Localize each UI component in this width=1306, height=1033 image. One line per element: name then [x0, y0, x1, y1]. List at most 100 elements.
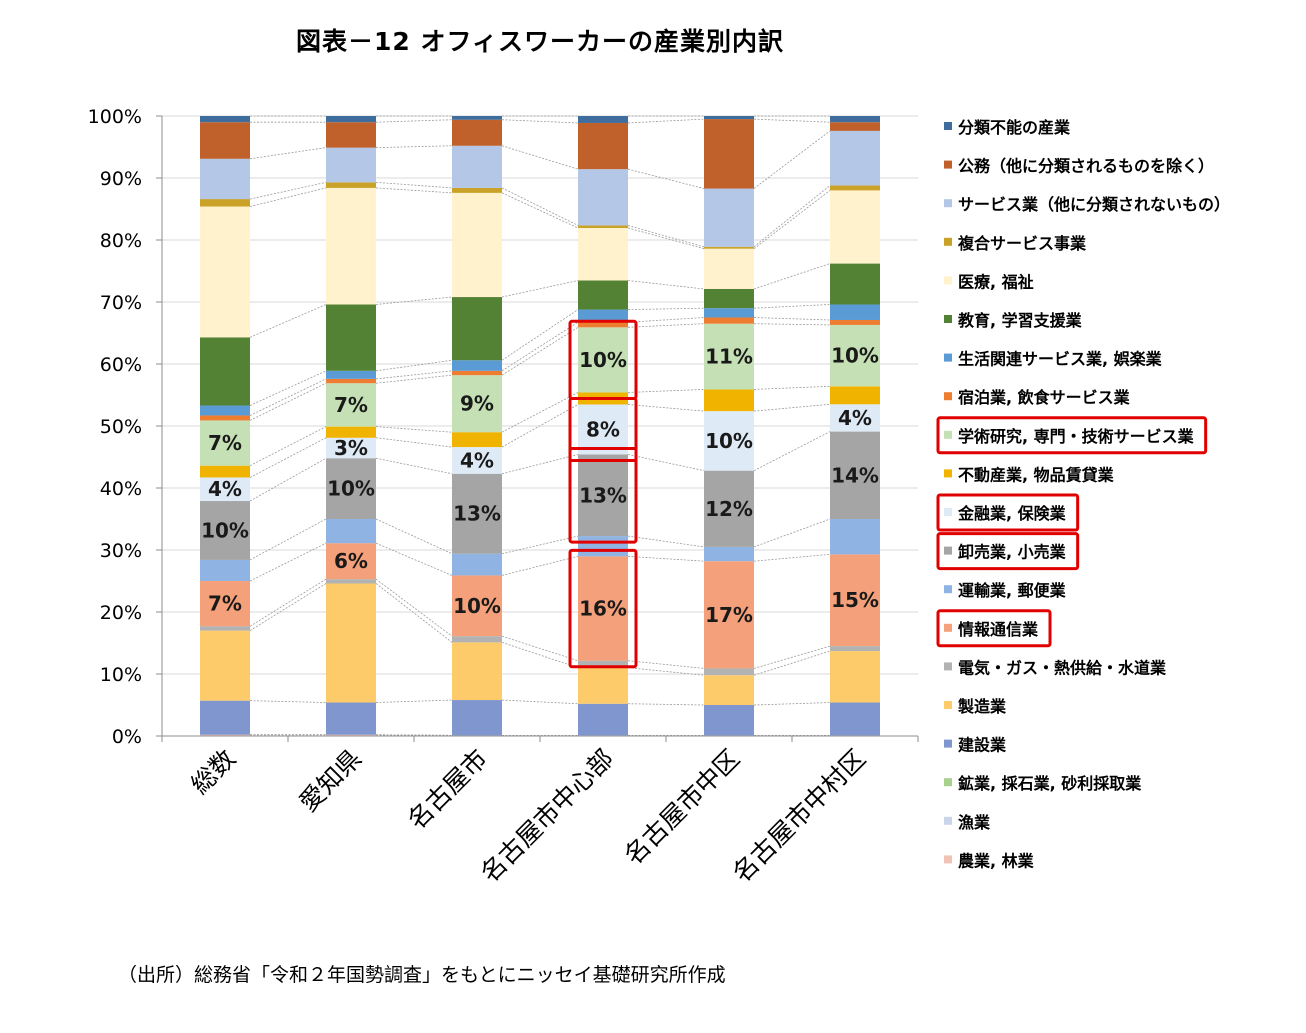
legend-label: 教育, 学習支援業: [958, 311, 1083, 330]
bar-segment: [704, 308, 754, 318]
data-label: 16%: [579, 597, 627, 621]
connector-line: [753, 403, 831, 412]
bar-segment: [830, 519, 880, 555]
bar-segment: [200, 630, 250, 701]
connector-line: [375, 296, 453, 305]
bar-segment: [452, 447, 502, 474]
y-tick-label: 40%: [100, 478, 142, 500]
bar-segment: [704, 288, 754, 309]
bar-segment: [830, 702, 880, 736]
data-label: 4%: [838, 406, 872, 430]
y-tick-label: 50%: [100, 416, 142, 438]
legend-highlight-box: [936, 493, 1080, 532]
y-tick-label: 90%: [100, 168, 142, 190]
highlight-box: [568, 319, 638, 400]
bar-segment: [200, 420, 250, 466]
bar-segment: [326, 579, 376, 584]
bar-segment: [326, 734, 376, 736]
bar-segment: [704, 561, 754, 669]
bar-segment: [830, 651, 880, 703]
connector-line: [627, 389, 705, 393]
bar-segment: [830, 122, 880, 131]
connector-line: [249, 304, 327, 338]
connector-line: [753, 702, 831, 706]
bar-segment: [830, 190, 880, 264]
legend-swatch: [944, 276, 952, 285]
legend-swatch: [944, 623, 952, 632]
bar-segment: [326, 702, 376, 735]
connector-line: [249, 181, 327, 200]
bar-segment: [830, 304, 880, 320]
legend-label: 農業, 林業: [958, 851, 1035, 870]
connector-line: [375, 370, 453, 380]
legend-swatch: [944, 122, 952, 130]
bar-segment: [578, 404, 628, 455]
connector-line: [375, 518, 453, 555]
connector-line: [627, 454, 705, 472]
connector-line: [501, 555, 579, 576]
connector-line: [627, 555, 705, 562]
y-tick-label: 80%: [100, 230, 142, 252]
legend-label: 情報通信業: [958, 620, 1039, 639]
data-label: 11%: [705, 345, 753, 369]
connector-line: [249, 437, 327, 478]
connector-line: [627, 660, 705, 669]
connector-line: [627, 118, 705, 124]
connector-line: [375, 145, 453, 149]
connector-line: [501, 187, 579, 226]
highlight-boxes: [568, 319, 638, 669]
bar-segment: [452, 700, 502, 736]
y-tick-label: 0%: [112, 726, 142, 748]
bar-segment: [452, 432, 502, 448]
bar-segment: [830, 554, 880, 647]
bar-segment: [200, 415, 250, 421]
connector-line: [627, 323, 705, 328]
bar-segment: [200, 206, 250, 338]
category-label: 名古屋市中村区: [727, 744, 871, 888]
data-label: 13%: [453, 502, 501, 526]
bar-segment: [200, 158, 250, 200]
bar-segment: [200, 581, 250, 627]
bar-segment: [830, 263, 880, 305]
bar-segment: [452, 145, 502, 188]
data-label: 13%: [579, 483, 627, 507]
bar-segment: [452, 187, 502, 193]
connector-line: [753, 650, 831, 676]
connector-line: [753, 645, 831, 669]
connector-line: [375, 374, 453, 384]
connector-line: [501, 635, 579, 662]
connector-line: [753, 185, 831, 248]
connector-line: [627, 307, 705, 310]
connector-line: [249, 187, 327, 207]
legend-label: 公務（他に分類されるものを除く）: [958, 157, 1214, 176]
data-label: 3%: [334, 436, 368, 460]
bar-segment: [704, 119, 754, 189]
bar-segment: [452, 116, 502, 120]
legend-swatch: [944, 392, 952, 401]
bar-segment: [326, 116, 376, 123]
bar-segment: [452, 553, 502, 576]
y-tick-label: 100%: [88, 106, 142, 128]
connector-line: [375, 187, 453, 194]
legend-label: 学術研究, 専門・技術サービス業: [958, 427, 1195, 446]
legend-label: 医療, 福祉: [958, 272, 1034, 291]
legend-swatch: [944, 585, 952, 594]
legend-label: 不動産業, 物品賃貸業: [958, 465, 1115, 484]
connector-line: [627, 703, 705, 706]
bar-segment: [326, 519, 376, 544]
connector-line: [753, 323, 831, 326]
connector-line: [375, 437, 453, 448]
bar-segment: [578, 322, 628, 328]
bar-segment: [326, 182, 376, 188]
connector-line: [249, 583, 327, 631]
connector-line: [501, 699, 579, 705]
connector-line: [249, 542, 327, 582]
legend-highlight-box: [936, 416, 1208, 455]
bar-segment: [452, 575, 502, 637]
data-label: 10%: [327, 477, 375, 501]
highlight-box: [568, 548, 638, 669]
bar-segment: [326, 458, 376, 519]
bar-segment: [578, 169, 628, 226]
legend-swatch: [944, 701, 952, 709]
